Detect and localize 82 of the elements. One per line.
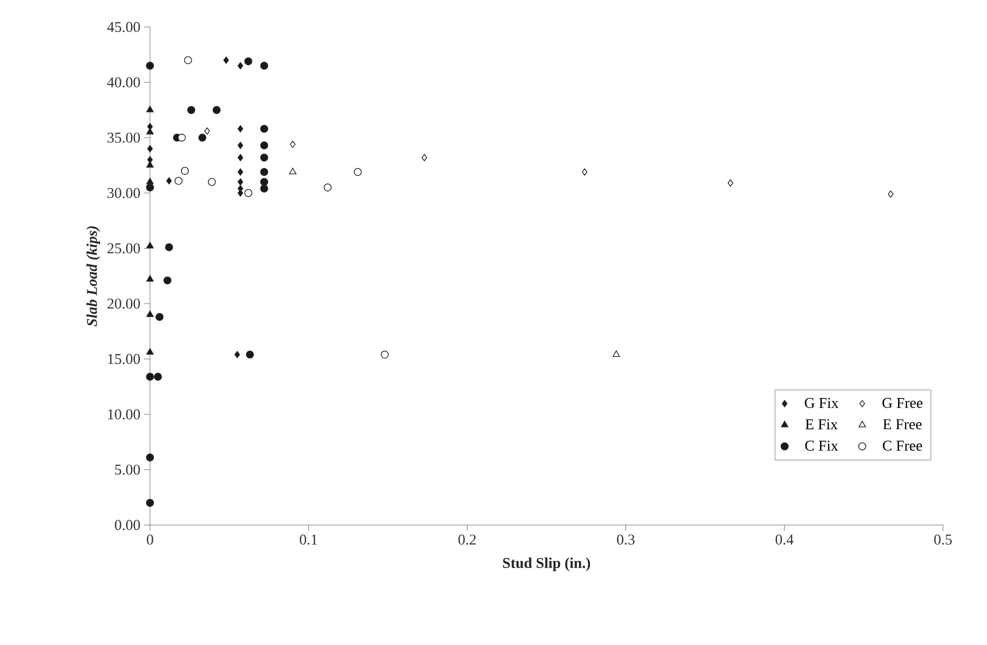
point bbox=[582, 168, 588, 176]
y-tick-label: 30.00 bbox=[108, 188, 140, 198]
point bbox=[612, 350, 620, 357]
point bbox=[146, 498, 154, 507]
point bbox=[146, 178, 154, 184]
legend-label: G Fix bbox=[804, 398, 838, 408]
point bbox=[238, 189, 244, 197]
point bbox=[146, 348, 154, 355]
point bbox=[146, 161, 154, 168]
point bbox=[184, 56, 192, 64]
y-tick-label: 20.00 bbox=[108, 298, 140, 309]
point bbox=[146, 106, 154, 112]
legend-label: C Free bbox=[882, 440, 922, 451]
x-tick-label: 0.4 bbox=[776, 534, 794, 545]
point bbox=[146, 454, 154, 462]
point bbox=[246, 350, 254, 359]
point bbox=[146, 310, 154, 318]
point bbox=[888, 190, 894, 198]
y-tick-label: 10.00 bbox=[108, 409, 140, 420]
point bbox=[422, 154, 428, 162]
y-tick-label: 35.00 bbox=[108, 132, 140, 143]
y-tick-label: 40.00 bbox=[107, 77, 140, 88]
point bbox=[198, 134, 206, 142]
point bbox=[208, 178, 216, 186]
y-tick-label: 0.00 bbox=[114, 520, 140, 530]
point bbox=[354, 168, 362, 176]
point bbox=[260, 168, 268, 176]
point bbox=[380, 350, 389, 359]
point bbox=[238, 178, 244, 186]
legend-label: C Fix bbox=[805, 440, 838, 451]
x-axis-title: Stud Slip (in.) bbox=[503, 558, 590, 572]
point bbox=[290, 140, 296, 148]
x-tick-label: 0 bbox=[146, 534, 154, 545]
point bbox=[178, 134, 186, 142]
point bbox=[163, 276, 172, 284]
legend-label: E Fix bbox=[805, 419, 838, 430]
point bbox=[146, 242, 154, 248]
point bbox=[146, 62, 154, 70]
point bbox=[260, 62, 268, 70]
x-tick-label: 0.5 bbox=[934, 534, 952, 545]
point bbox=[146, 183, 154, 192]
point bbox=[180, 166, 189, 175]
point bbox=[238, 62, 244, 70]
point bbox=[165, 243, 174, 252]
x-tick-label: 0.1 bbox=[300, 534, 318, 545]
point bbox=[324, 183, 332, 192]
point bbox=[154, 372, 162, 381]
point bbox=[238, 168, 244, 176]
point bbox=[166, 177, 172, 184]
y-tick-label: 45.00 bbox=[107, 22, 140, 32]
point bbox=[174, 176, 183, 185]
legend-label: E Free bbox=[883, 419, 922, 430]
point bbox=[146, 128, 154, 134]
point bbox=[244, 57, 252, 66]
point bbox=[147, 123, 153, 130]
point bbox=[223, 56, 229, 64]
point bbox=[244, 189, 252, 197]
point bbox=[146, 372, 154, 381]
point bbox=[260, 154, 268, 162]
point bbox=[187, 106, 196, 114]
point bbox=[204, 127, 210, 135]
x-tick-label: 0.3 bbox=[617, 534, 635, 545]
point bbox=[147, 145, 153, 152]
y-tick-label: 5.00 bbox=[115, 464, 140, 475]
point bbox=[289, 168, 296, 174]
y-tick-label: 25.00 bbox=[108, 243, 140, 254]
y-tick-label: 15.00 bbox=[108, 354, 140, 364]
point bbox=[260, 124, 268, 133]
point bbox=[238, 142, 244, 149]
point bbox=[238, 154, 244, 162]
legend-label: G Free bbox=[882, 398, 922, 408]
y-axis-title: Slab Load (kips) bbox=[86, 226, 100, 326]
point bbox=[146, 275, 154, 282]
x-tick-label: 0.2 bbox=[458, 534, 476, 545]
point bbox=[728, 179, 734, 187]
point bbox=[238, 125, 244, 132]
point bbox=[260, 141, 268, 150]
point bbox=[212, 106, 221, 114]
point bbox=[260, 184, 268, 193]
point bbox=[260, 178, 268, 186]
point bbox=[156, 312, 164, 321]
point bbox=[234, 350, 240, 358]
